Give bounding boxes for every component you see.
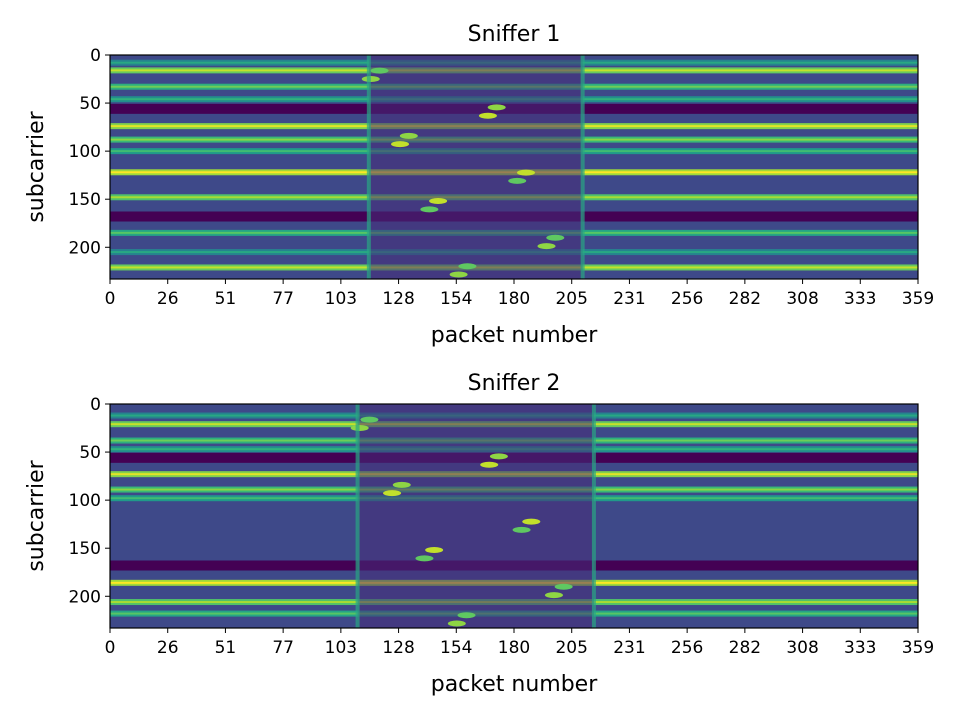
x-tick-label: 154 <box>440 638 472 658</box>
x-tick-label: 205 <box>555 289 587 309</box>
x-tick-label: 128 <box>382 638 414 658</box>
heatmap-blotch <box>429 198 448 205</box>
x-tick-label: 154 <box>440 289 472 309</box>
chart-title: Sniffer 1 <box>468 22 561 47</box>
y-tick-label: 150 <box>69 539 101 559</box>
x-tick-label: 231 <box>613 289 645 309</box>
y-tick-label: 0 <box>90 395 101 415</box>
x-tick-label: 103 <box>325 289 357 309</box>
x-tick-label: 333 <box>844 289 876 309</box>
heatmap-blotch <box>508 177 527 184</box>
y-tick-label: 0 <box>90 46 101 66</box>
heatmap-blotch <box>554 583 573 590</box>
heatmap-blotch <box>478 112 497 119</box>
heatmap-blotch <box>457 612 476 619</box>
y-axis-label: subcarrier <box>24 110 49 222</box>
x-tick-label: 359 <box>902 638 934 658</box>
heatmap-blotch <box>480 461 499 468</box>
disturbance-region <box>357 404 594 628</box>
x-tick-label: 308 <box>786 638 818 658</box>
heatmap-plot-area <box>110 404 918 628</box>
disturbance-edge <box>591 404 596 628</box>
heatmap-blotch <box>546 234 565 241</box>
y-tick-label: 50 <box>79 443 101 463</box>
heatmap-blotch <box>392 481 411 488</box>
disturbance-region <box>368 55 583 279</box>
heatmap-blotch <box>447 620 466 627</box>
y-axis-ticks: 0 50 100 150 200 <box>69 46 110 258</box>
x-tick-label: 51 <box>215 289 237 309</box>
heatmap-plot-area <box>110 55 918 279</box>
disturbance-edge <box>366 55 371 279</box>
x-tick-label: 205 <box>555 638 587 658</box>
heatmap-blotch <box>449 271 468 278</box>
heatmap-blotch <box>360 416 379 423</box>
x-tick-label: 359 <box>902 289 934 309</box>
x-tick-label: 256 <box>671 638 703 658</box>
x-tick-label: 26 <box>157 289 179 309</box>
x-axis-ticks: 0 26 51 77 103 128 154 180 205 231 256 282 308 333 359 <box>105 279 934 309</box>
heatmap-blotch <box>512 526 531 533</box>
x-tick-label: 333 <box>844 638 876 658</box>
x-tick-label: 180 <box>498 638 530 658</box>
heatmap-blotch <box>391 141 410 148</box>
x-axis-ticks: 0 26 51 77 103 128 154 180 205 231 256 282 308 333 359 <box>105 628 934 658</box>
x-tick-label: 0 <box>105 289 116 309</box>
x-tick-label: 0 <box>105 638 116 658</box>
y-axis-label: subcarrier <box>24 459 49 571</box>
x-tick-label: 282 <box>729 638 761 658</box>
y-axis-ticks: 0 50 100 150 200 <box>69 395 110 607</box>
y-tick-label: 200 <box>69 238 101 258</box>
heatmap-blotch <box>350 424 369 431</box>
x-axis-label: packet number <box>431 672 598 697</box>
heatmap-blotch <box>516 169 535 176</box>
heatmap-blotch <box>489 453 508 460</box>
disturbance-edge <box>580 55 585 279</box>
x-tick-label: 103 <box>325 638 357 658</box>
heatmap-blotch <box>420 206 439 213</box>
heatmap-blotch <box>522 518 541 525</box>
y-tick-label: 200 <box>69 587 101 607</box>
heatmap-blotch <box>399 132 418 139</box>
x-tick-label: 308 <box>786 289 818 309</box>
x-tick-label: 77 <box>272 638 294 658</box>
x-tick-label: 128 <box>382 289 414 309</box>
y-tick-label: 150 <box>69 190 101 210</box>
heatmap-blotch <box>458 263 477 270</box>
heatmap-blotch <box>537 243 556 250</box>
x-axis-label: packet number <box>431 323 598 348</box>
x-tick-label: 256 <box>671 289 703 309</box>
chart-title: Sniffer 2 <box>468 371 561 396</box>
disturbance-edge <box>355 404 360 628</box>
heatmap-blotch <box>383 490 402 497</box>
heatmap-panel-sniffer-2: Sniffer 2 0 26 51 77 103 128 154 180 205 231 256 28… <box>24 371 934 697</box>
y-tick-label: 100 <box>69 491 101 511</box>
heatmap-blotch <box>425 547 444 554</box>
x-tick-label: 51 <box>215 638 237 658</box>
heatmap-blotch <box>544 592 563 599</box>
heatmap-blotch <box>415 555 434 562</box>
heatmap-panel-sniffer-1: Sniffer 1 0 26 51 77 103 128 154 180 205 231 256 28… <box>24 22 934 348</box>
heatmap-blotch <box>370 67 389 74</box>
x-tick-label: 180 <box>498 289 530 309</box>
x-tick-label: 231 <box>613 638 645 658</box>
y-tick-label: 100 <box>69 142 101 162</box>
x-tick-label: 77 <box>272 289 294 309</box>
x-tick-label: 282 <box>729 289 761 309</box>
x-tick-label: 26 <box>157 638 179 658</box>
y-tick-label: 50 <box>79 94 101 114</box>
heatmap-blotch <box>487 104 506 111</box>
